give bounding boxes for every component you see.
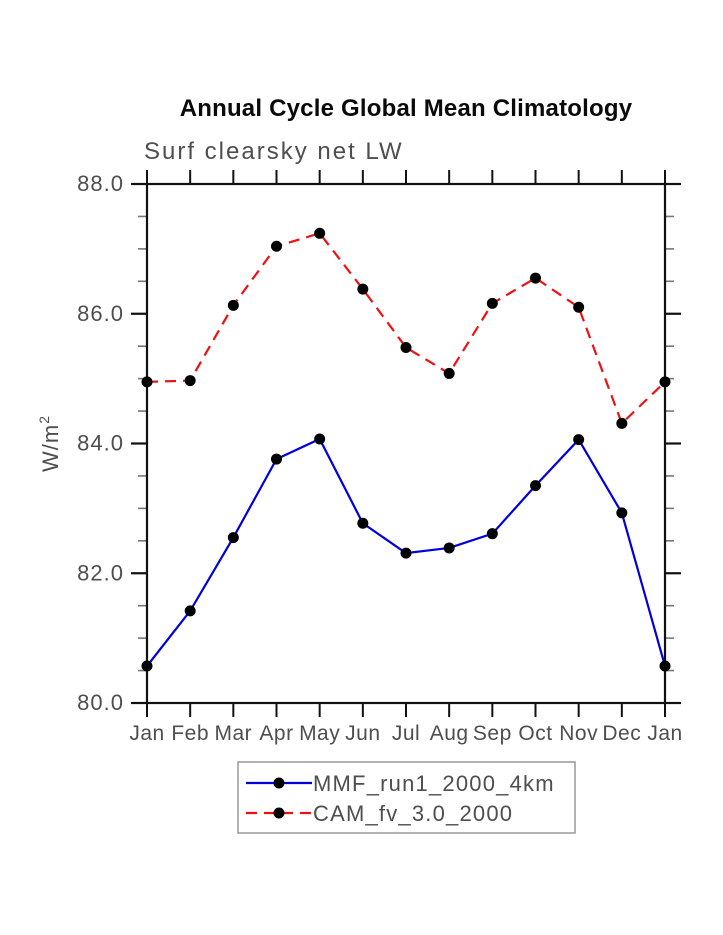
y-axis-label: W/m2 [36,415,63,472]
series-marker-MMF_run1_2000_4km [486,528,498,540]
x-tick-label: May [299,722,340,745]
x-tick-label: Oct [518,722,552,745]
series-marker-CAM_fv_3.0_2000 [227,299,239,311]
x-tick-label: Jan [129,722,164,745]
series-marker-CAM_fv_3.0_2000 [271,240,282,252]
legend-box [237,761,576,834]
series-marker-MMF_run1_2000_4km [443,542,455,554]
series-marker-CAM_fv_3.0_2000 [573,301,585,313]
series-marker-MMF_run1_2000_4km [141,660,153,672]
chart-title: Annual Cycle Global Mean Climatology [179,95,633,122]
series-marker-CAM_fv_3.0_2000 [141,376,153,388]
x-tick-label: Dec [602,722,641,745]
series-marker-CAM_fv_3.0_2000 [659,376,671,388]
series-line-CAM_fv_3.0_2000 [146,232,666,426]
series-marker-MMF_run1_2000_4km [400,547,412,559]
legend-marker-MMF_run1_2000_4km [273,777,285,789]
chart-subtitle: Surf clearsky net LW [144,138,404,165]
x-tick-label: Jul [392,722,420,745]
series-marker-MMF_run1_2000_4km [659,660,671,672]
series-marker-CAM_fv_3.0_2000 [184,375,196,387]
series-marker-MMF_run1_2000_4km [314,433,326,445]
x-tick-label: Nov [559,722,598,745]
x-tick-label: Mar [214,722,252,745]
y-tick-label: 82.0 [77,560,124,585]
x-tick-label: Sep [473,722,512,745]
series-marker-MMF_run1_2000_4km [357,517,369,529]
y-tick-label: 86.0 [77,301,124,326]
series-marker-CAM_fv_3.0_2000 [486,297,498,309]
x-tick-label: Aug [430,722,469,745]
series-marker-MMF_run1_2000_4km [271,453,282,465]
legend-label-CAM_fv_3.0_2000: CAM_fv_3.0_2000 [313,801,513,826]
series-marker-MMF_run1_2000_4km [573,434,585,446]
y-tick-label: 80.0 [77,690,124,715]
series-marker-CAM_fv_3.0_2000 [314,227,326,239]
series-marker-MMF_run1_2000_4km [227,532,239,544]
x-tick-label: Jun [345,722,380,745]
series-marker-MMF_run1_2000_4km [184,605,196,617]
x-tick-label: Apr [259,722,293,745]
legend-marker-CAM_fv_3.0_2000 [273,807,285,819]
x-tick-label: Feb [171,722,209,745]
series-marker-CAM_fv_3.0_2000 [616,417,628,429]
series-marker-CAM_fv_3.0_2000 [357,283,369,295]
y-tick-label: 88.0 [77,171,124,196]
series-marker-CAM_fv_3.0_2000 [443,367,455,379]
x-tick-label: Jan [647,722,682,745]
legend-label-MMF_run1_2000_4km: MMF_run1_2000_4km [313,771,555,796]
series-marker-MMF_run1_2000_4km [616,507,628,519]
series-marker-CAM_fv_3.0_2000 [400,341,412,353]
series-marker-CAM_fv_3.0_2000 [530,272,541,284]
plot-frame [145,182,667,705]
y-tick-label: 84.0 [77,431,124,456]
series-marker-MMF_run1_2000_4km [530,480,541,492]
